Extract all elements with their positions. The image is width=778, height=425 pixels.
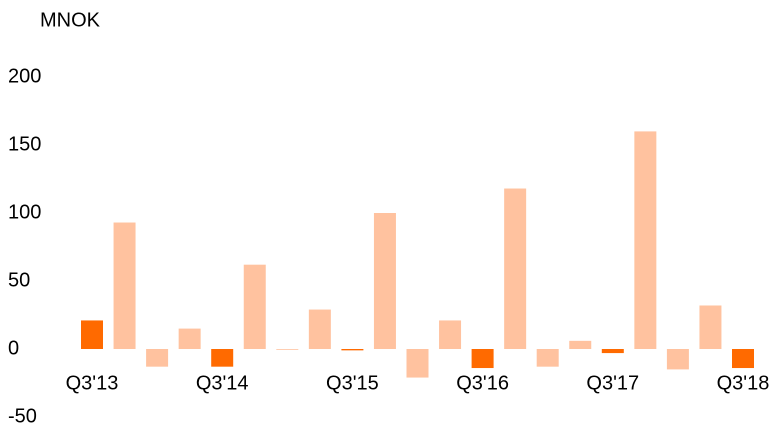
x-tick-label: Q3'16 (456, 372, 509, 394)
y-tick-label: 200 (8, 65, 41, 87)
x-tick-label: Q3'15 (326, 372, 379, 394)
bar (308, 309, 331, 349)
bar (113, 222, 136, 349)
bar (439, 320, 462, 349)
bar (666, 349, 689, 370)
bar (569, 340, 592, 349)
y-tick-label: 100 (8, 201, 41, 223)
bar (732, 349, 754, 369)
bar (471, 349, 494, 369)
x-tick-label: Q3'14 (196, 372, 249, 394)
bar (373, 213, 396, 349)
y-tick-label: 150 (8, 133, 41, 155)
bar (536, 349, 559, 367)
y-tick-label: -50 (8, 405, 37, 425)
bar (146, 349, 169, 367)
bar (81, 320, 103, 349)
x-tick-label: Q3'18 (717, 372, 770, 394)
y-tick-label: 50 (8, 269, 30, 291)
bar (211, 349, 234, 367)
bar (276, 349, 299, 350)
bar (504, 188, 527, 349)
y-axis-label: MNOK (40, 9, 101, 31)
bar (243, 264, 266, 349)
bar (634, 131, 657, 349)
bar (406, 349, 429, 378)
bar (699, 305, 722, 349)
bar (341, 349, 364, 351)
x-tick-label: Q3'13 (66, 372, 119, 394)
x-tick-label: Q3'17 (586, 372, 639, 394)
y-tick-label: 0 (8, 337, 19, 359)
bar (178, 328, 201, 349)
bar (601, 349, 624, 354)
